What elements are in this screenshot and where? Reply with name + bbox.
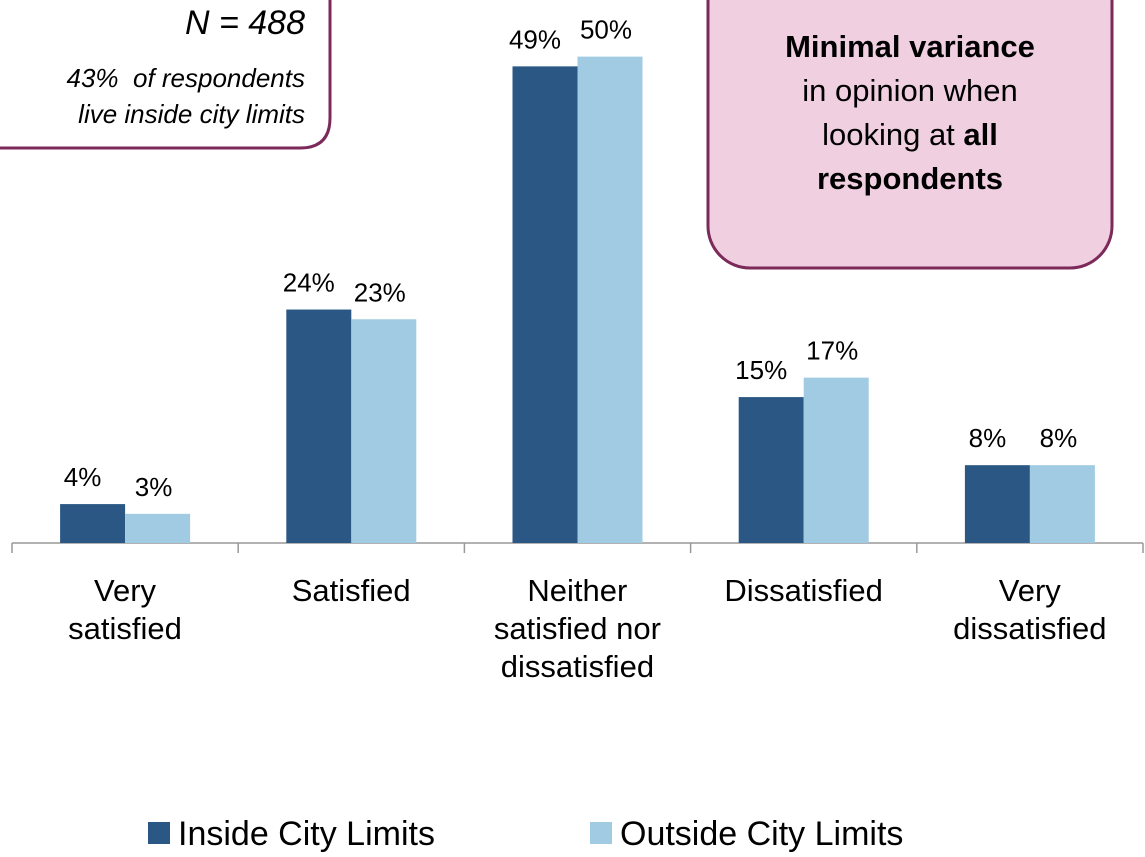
- value-label: 8%: [969, 423, 1007, 453]
- legend-swatch: [590, 822, 612, 844]
- x-tick-label: Very dissatisfied: [953, 573, 1107, 646]
- value-label: 4%: [64, 462, 102, 492]
- bar: [512, 66, 578, 543]
- value-label: 23%: [354, 277, 406, 307]
- x-tick-label: Neither satisfied nor dissatisfied: [493, 573, 661, 684]
- bar: [964, 465, 1030, 543]
- legend-label: Inside City Limits: [178, 815, 435, 853]
- x-tick-label: Dissatisfied: [724, 573, 883, 608]
- value-label: 8%: [1040, 423, 1078, 453]
- note-n: N = 488: [184, 4, 305, 42]
- bar: [738, 397, 804, 543]
- x-tick-label: Satisfied: [291, 573, 411, 608]
- bar: [1029, 465, 1095, 543]
- bar: [125, 513, 191, 543]
- legend-swatch: [148, 822, 170, 844]
- callout-text: Minimal variance: [785, 29, 1035, 64]
- callout: Minimal variance in opinion when looking a…: [710, 25, 1110, 201]
- callout-text: respondents: [816, 161, 1004, 196]
- bar: [60, 504, 126, 543]
- value-label: 15%: [735, 355, 787, 385]
- note-text: 43% of respondents live inside city limi…: [66, 63, 306, 129]
- callout-line: respondents: [710, 157, 1110, 201]
- callout-line: looking at all: [710, 113, 1110, 157]
- value-label: 49%: [509, 24, 561, 54]
- bar: [351, 319, 417, 543]
- value-label: 3%: [135, 472, 173, 502]
- value-label: 17%: [806, 336, 858, 366]
- callout-line: Minimal variance: [710, 25, 1110, 69]
- bar: [577, 56, 643, 544]
- bar: [803, 377, 869, 543]
- bar: [286, 309, 352, 543]
- callout-line: in opinion when: [710, 69, 1110, 113]
- callout-box: [706, 0, 1114, 270]
- note-box: [0, 0, 332, 150]
- callout-text: in opinion when: [802, 73, 1018, 108]
- value-label: 24%: [283, 268, 335, 298]
- x-tick-label: Very satisfied: [68, 573, 182, 646]
- value-label: 50%: [580, 15, 632, 45]
- callout-text: looking at: [822, 117, 964, 152]
- callout-text: all: [963, 117, 998, 152]
- legend-label: Outside City Limits: [620, 815, 903, 853]
